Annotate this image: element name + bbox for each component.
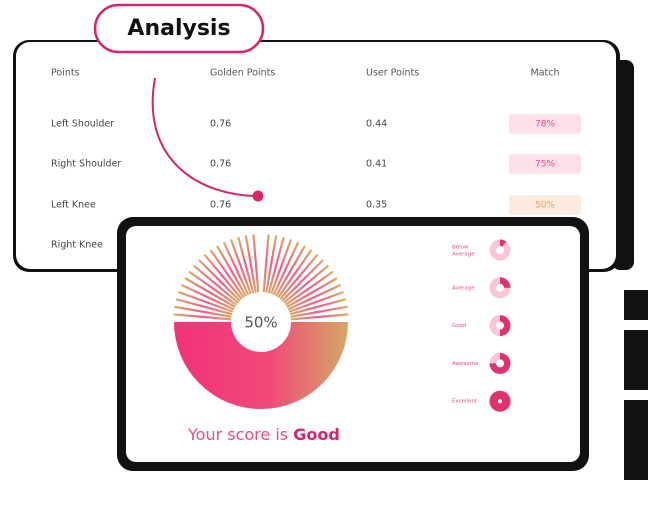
badge-title: Analysis — [127, 16, 230, 41]
score-value: 50% — [244, 314, 277, 332]
shadow — [624, 330, 648, 390]
shadow — [624, 400, 648, 480]
ray — [287, 284, 341, 311]
legend-label: Awesome — [452, 361, 479, 367]
ray — [174, 305, 233, 318]
legend-label: Average — [452, 285, 475, 291]
table: Points Golden Points User Points Match Left … — [51, 68, 581, 251]
legend: Below Average Average Good Awesome Excellent — [452, 239, 511, 412]
legend-label: Excellent — [452, 399, 478, 405]
ray — [175, 298, 234, 316]
ray — [203, 254, 243, 301]
point-value: 0.41 — [366, 159, 387, 170]
ray — [252, 234, 260, 294]
ray — [262, 234, 270, 294]
ray — [173, 313, 233, 321]
ray — [223, 242, 250, 296]
ray — [265, 235, 278, 294]
caption: Your score is — [187, 425, 288, 444]
ray — [279, 254, 319, 301]
ray — [289, 313, 349, 321]
ray — [281, 259, 324, 302]
badge — [93, 3, 265, 54]
gauge-rays — [172, 233, 350, 324]
ray — [277, 249, 313, 299]
legend-hole — [496, 246, 504, 254]
ray — [274, 245, 306, 298]
table-card — [16, 42, 616, 269]
ray — [288, 298, 347, 316]
ray — [181, 284, 235, 311]
legend-hole — [496, 283, 504, 292]
match-value: 75% — [535, 160, 555, 170]
legend-hole — [496, 321, 504, 330]
point-value: 0.76 — [210, 200, 231, 211]
connector — [151, 77, 259, 197]
ray — [188, 270, 238, 306]
column-header: User Points — [366, 68, 419, 79]
ray — [270, 239, 292, 295]
gauge-fill — [174, 322, 348, 409]
ray — [237, 236, 255, 295]
shadow — [624, 290, 648, 320]
point-value: 0.76 — [210, 119, 231, 130]
column-header: Golden Points — [210, 68, 275, 79]
ray — [267, 236, 285, 295]
ray — [244, 235, 257, 294]
rating: Good — [293, 425, 340, 444]
ray — [178, 291, 234, 313]
gauge-center — [231, 292, 291, 352]
legend-fill — [500, 315, 511, 337]
match-value: 50% — [535, 201, 555, 211]
ray — [288, 291, 344, 313]
match-pill — [509, 114, 581, 134]
point-name: Left Knee — [51, 200, 96, 211]
legend-hole — [496, 359, 504, 368]
ray — [284, 270, 334, 306]
match-value: 78% — [535, 120, 555, 130]
match-pill — [509, 195, 581, 215]
ray — [289, 305, 348, 318]
score-caption: Your score is Good — [187, 425, 340, 444]
legend-hole — [498, 399, 502, 404]
ray — [230, 239, 252, 295]
legend-label: Good — [452, 323, 466, 329]
ray — [184, 277, 237, 309]
ray — [216, 245, 248, 298]
point-name: Right Knee — [51, 240, 103, 251]
point-value: 0.76 — [210, 159, 231, 170]
match-pill — [509, 154, 581, 174]
legend-label: Below Average — [452, 244, 475, 257]
ray — [282, 264, 329, 304]
point-name: Right Shoulder — [51, 159, 121, 170]
column-header: Match — [531, 68, 560, 79]
point-value: 0.35 — [366, 200, 387, 211]
point-value: 0.44 — [366, 119, 387, 130]
connector-dot — [252, 190, 264, 202]
ray — [285, 277, 338, 309]
ray — [198, 259, 241, 302]
point-name: Left Shoulder — [51, 119, 114, 130]
ray — [209, 249, 245, 299]
ray — [193, 264, 240, 304]
ray — [272, 242, 299, 296]
column-header: Points — [51, 68, 80, 79]
